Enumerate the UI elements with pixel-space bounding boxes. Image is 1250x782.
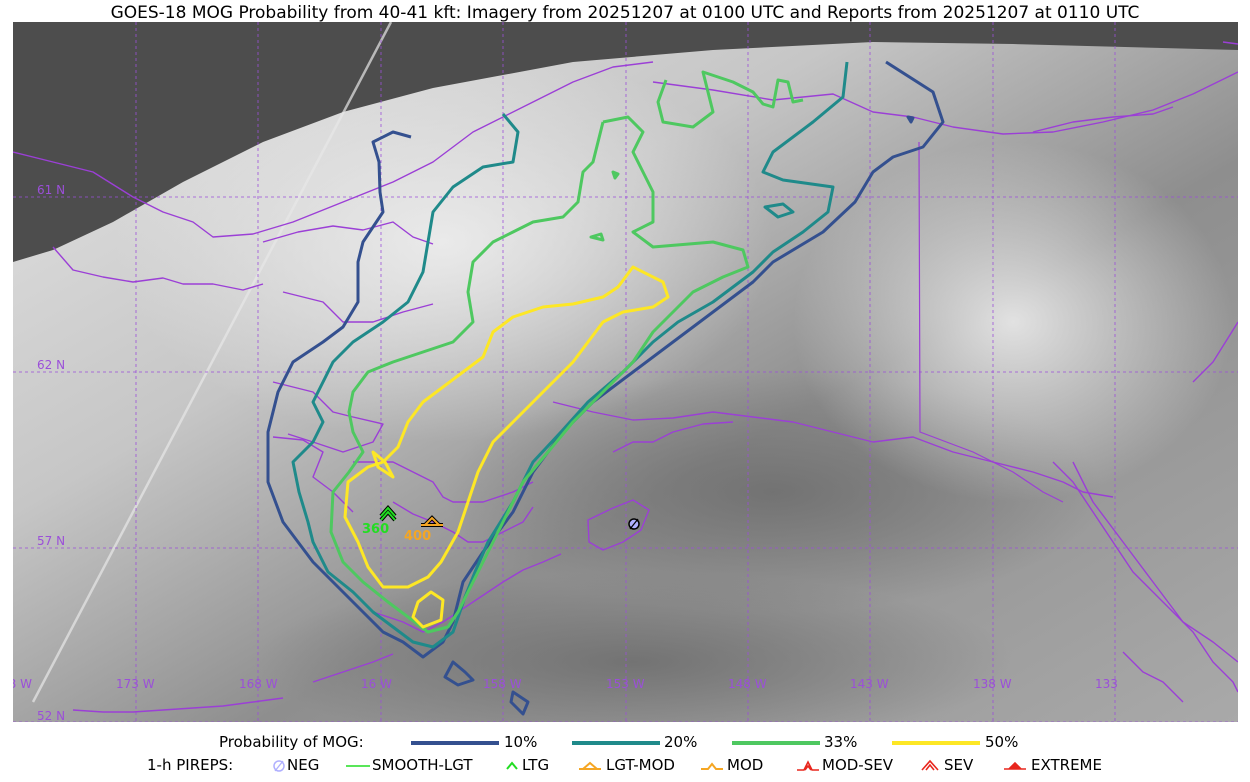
lat-label-62: 62 N [37,358,65,372]
no-data-region [13,22,1238,262]
lat-label-52: 52 N [37,709,65,722]
lon-label-8: 138 W [973,677,1012,691]
lgt-mod-icon [579,761,601,770]
contour-10 [266,60,945,716]
mod-icon [701,762,723,770]
lat-label-61: 61 N [37,183,65,197]
pirep-neg-report[interactable] [628,518,640,530]
pirep-legend-title: 1-h PIREPS: [147,756,234,774]
satellite-map[interactable]: 61 N 62 N 57 N 52 N 78 W 173 W 168 W 16 … [13,22,1238,722]
pirep-ltg-report[interactable]: 360 [362,504,397,537]
pirep-label-ltg: LTG [522,756,550,774]
ltg-report-label: 360 [362,522,389,537]
pirep-label-smooth-lgt: SMOOTH-LGT [372,756,473,774]
pirep-label-extreme: EXTREME [1031,756,1102,774]
lat-label-57: 57 N [37,534,65,548]
legend-swatch-50 [892,741,980,745]
pirep-label-lgt-mod: LGT-MOD [606,756,675,774]
lon-label-4: 158 W [483,677,522,691]
lon-label-6: 148 W [728,677,767,691]
lon-label-5: 153 W [606,677,645,691]
sev-icon [921,759,939,771]
legend-swatch-33 [732,741,820,745]
legend-swatch-10 [411,741,499,745]
lat-labels: 61 N 62 N 57 N 52 N [37,183,65,722]
lon-label-0: 78 W [13,677,32,691]
legend-label-10: 10% [504,733,538,751]
pirep-label-mod: MOD [727,756,764,774]
extreme-icon [1004,761,1026,770]
lon-label-1: 173 W [116,677,155,691]
legend-swatch-20 [572,741,660,745]
lon-labels: 78 W 173 W 168 W 16 W 158 W 153 W 148 W … [13,677,1118,691]
chart-title: GOES-18 MOG Probability from 40-41 kft: … [110,3,1140,23]
imagery-bright-east [793,142,1233,502]
ltg-icon [506,761,518,770]
contour-50 [343,265,670,629]
lon-label-9: 133 [1095,677,1118,691]
pirep-legend: 1-h PIREPS: NEG SMOOTH-LGT LTG LGT-MOD M… [0,755,1250,777]
pirep-label-mod-sev: MOD-SEV [822,756,893,774]
graticule [13,22,1238,722]
legend-label-33: 33% [824,733,858,751]
lon-label-7: 143 W [850,677,889,691]
imagery-cloud-bright [113,42,773,442]
boundary-lines [918,141,1064,503]
pirep-label-neg: NEG [287,756,320,774]
probability-legend: Probability of MOG: 10% 20% 33% 50% [0,732,1250,754]
lon-label-2: 168 W [239,677,278,691]
smooth-lgt-icon [346,765,370,767]
coastlines [13,41,1238,713]
contour-33 [329,70,804,634]
lon-label-3: 16 W [361,677,392,691]
legend-label-50: 50% [985,733,1019,751]
neg-icon [273,760,285,772]
pirep-lgt-mod-report[interactable]: 400 [404,515,443,544]
probability-legend-title: Probability of MOG: [219,733,364,751]
lgt-mod-report-label: 400 [404,529,431,544]
pirep-label-sev: SEV [944,756,974,774]
contour-20 [291,61,849,649]
satellite-streak [31,22,393,703]
legend-label-20: 20% [664,733,698,751]
mod-sev-icon [797,760,819,771]
